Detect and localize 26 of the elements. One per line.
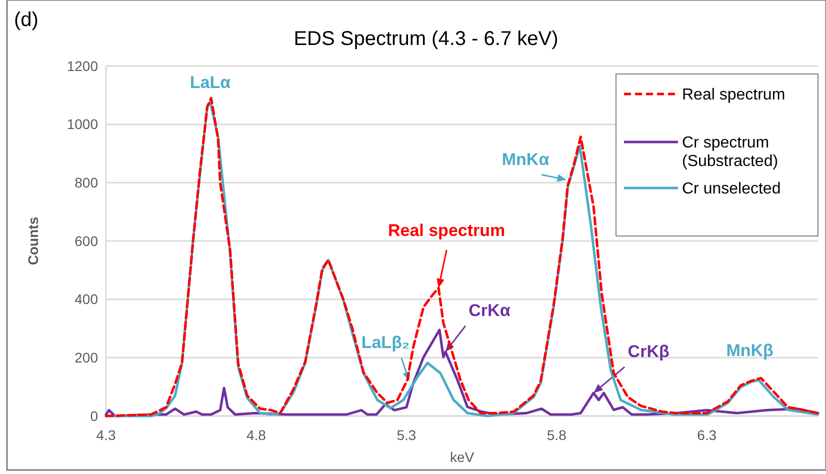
annotation: CrKα: [468, 300, 511, 320]
y-tick-label: 800: [74, 174, 98, 191]
y-tick-label: 400: [74, 291, 98, 308]
annotation: LaLβ₂: [361, 333, 410, 352]
x-axis-title: keV: [450, 449, 475, 465]
y-axis-title: Counts: [25, 216, 41, 266]
legend-label: Real spectrum: [682, 86, 786, 104]
annotation: CrKβ: [628, 342, 670, 361]
annotation: MnKα: [502, 150, 550, 169]
x-tick-label: 5.3: [396, 427, 416, 443]
annotation: LaLα: [190, 72, 232, 92]
y-tick-label: 600: [74, 232, 98, 249]
legend-label: Cr unselected: [682, 180, 781, 198]
x-tick-label: 6.3: [697, 427, 717, 443]
y-tick-label: 0: [90, 408, 98, 424]
text: (d): [14, 9, 38, 31]
y-tick-label: 1000: [66, 116, 98, 132]
x-tick-label: 5.8: [546, 427, 567, 443]
annotation: Real spectrum: [388, 220, 506, 240]
y-tick-label: 1200: [66, 58, 98, 74]
legend-label: Cr spectrum (Substracted): [682, 134, 778, 170]
annotation: MnKβ: [726, 341, 774, 360]
x-tick-label: 4.3: [96, 427, 116, 443]
x-tick-label: 4.8: [246, 427, 266, 443]
chart-title: EDS Spectrum (4.3 - 6.7 keV): [294, 28, 558, 50]
y-tick-label: 200: [74, 350, 98, 366]
